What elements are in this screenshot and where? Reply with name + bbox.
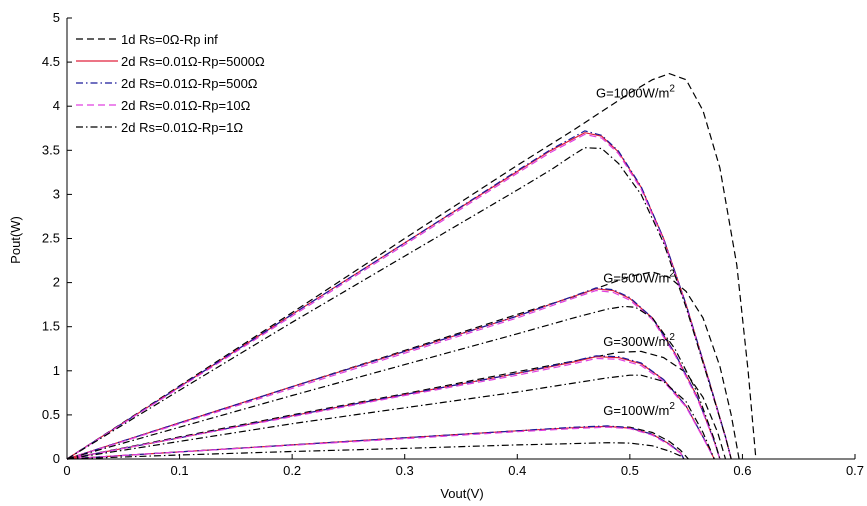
series-1-curve-1 <box>66 288 721 460</box>
x-tick-label: 0.3 <box>396 463 414 478</box>
series-4-curve-1 <box>66 305 721 460</box>
y-tick-label: 1 <box>53 363 60 378</box>
legend-label: 1d Rs=0Ω-Rp inf <box>121 32 218 47</box>
x-axis-label: Vout(V) <box>440 486 483 501</box>
plot-axes: 0 0.1 0.2 0.3 0.4 0.5 0.6 0.7 0 0.5 1 1.5 2 2.5 3 3.5 4 4… <box>42 10 864 478</box>
y-tick-label: 2.5 <box>42 231 60 246</box>
x-tick-label: 0 <box>63 463 70 478</box>
series-0-curve-3 <box>66 425 689 460</box>
legend-label: 2d Rs=0.01Ω-Rp=10Ω <box>121 98 251 113</box>
plot-curves <box>66 72 757 460</box>
y-tick-label: 3 <box>53 186 60 201</box>
legend-label: 2d Rs=0.01Ω-Rp=500Ω <box>121 76 258 91</box>
x-tick-label: 0.1 <box>171 463 189 478</box>
y-axis-label: Pout(W) <box>8 216 23 264</box>
series-0-curve-2 <box>66 350 727 460</box>
series-2-curve-3 <box>66 425 685 460</box>
x-tick-label: 0.5 <box>621 463 639 478</box>
legend-label: 2d Rs=0.01Ω-Rp=5000Ω <box>121 54 265 69</box>
series-2-curve-2 <box>66 355 715 460</box>
x-tick-label: 0.4 <box>508 463 526 478</box>
irradiance-annotations: G=1000W/m2 G=500W/m2 G=300W/m2 G=100W/m2 <box>596 83 675 418</box>
irradiance-label: G=100W/m2 <box>603 401 675 418</box>
series-1-curve-2 <box>66 356 715 460</box>
y-tick-label: 5 <box>53 10 60 25</box>
y-tick-label: 0.5 <box>42 407 60 422</box>
y-tick-label: 3.5 <box>42 142 60 157</box>
series-2-curve-1 <box>66 287 721 460</box>
series-4-curve-2 <box>66 374 715 460</box>
y-tick-label: 1.5 <box>42 319 60 334</box>
x-tick-label: 0.6 <box>733 463 751 478</box>
x-tick-label: 0.7 <box>846 463 864 478</box>
series-4-curve-0 <box>66 147 732 460</box>
series-3-curve-1 <box>66 289 721 460</box>
y-tick-label: 0 <box>53 451 60 466</box>
irradiance-label: G=1000W/m2 <box>596 83 675 100</box>
series-3-curve-3 <box>66 426 685 460</box>
irradiance-label: G=500W/m2 <box>603 269 675 286</box>
legend-label: 2d Rs=0.01Ω-Rp=1Ω <box>121 120 243 135</box>
y-tick-label: 2 <box>53 275 60 290</box>
series-3-curve-0 <box>66 133 732 460</box>
x-tick-label: 0.2 <box>283 463 301 478</box>
series-0-curve-0 <box>66 72 757 460</box>
series-4-curve-3 <box>66 442 685 460</box>
y-tick-label: 4.5 <box>42 54 60 69</box>
legend: 1d Rs=0Ω-Rp inf 2d Rs=0.01Ω-Rp=5000Ω 2d Rs… <box>76 32 265 135</box>
irradiance-label: G=300W/m2 <box>603 332 675 349</box>
y-tick-label: 4 <box>53 98 60 113</box>
